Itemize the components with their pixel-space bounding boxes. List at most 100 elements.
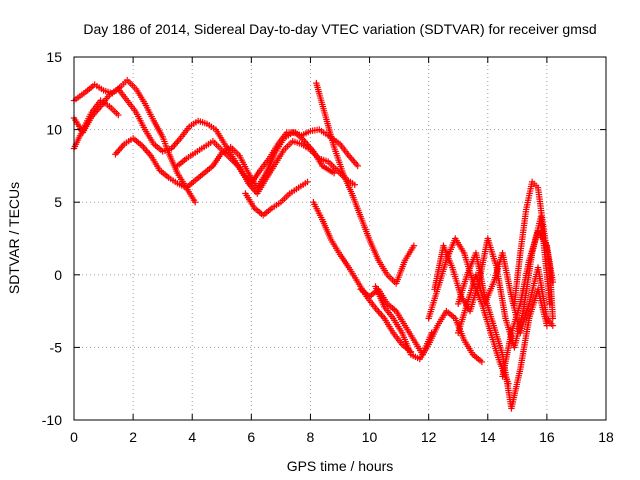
data-point-trail [133,111,148,131]
data-point-trail [90,99,103,114]
data-point-trail [158,168,171,180]
data-point-trail [167,175,179,186]
y-tick-label: 5 [54,194,62,210]
data-point-trail [282,130,294,141]
data-point-trail [297,180,309,190]
data-point-trail [526,230,541,262]
data-point-trail [426,288,441,320]
chart-title: Day 186 of 2014, Sidereal Day-to-day VTE… [83,21,596,37]
y-tick-label: -10 [42,412,62,428]
data-point-trail [403,244,416,262]
data-point-trail [394,309,407,327]
data-point-trail [102,87,114,96]
data-point-trail [271,200,282,210]
data-point-trail [143,128,156,146]
data-point-trail [134,87,147,105]
data-point-trail [482,281,497,305]
data-point-trail [148,154,162,172]
data-point-trail [471,352,484,364]
data-point-trail [131,136,144,148]
data-point-trail [455,273,470,305]
data-point-trail [142,102,156,122]
data-point-trail [488,331,503,363]
data-point-trail [517,317,532,371]
data-point-trail [376,259,390,276]
data-point [549,315,556,322]
series-arc-14 [455,249,556,337]
data-point-trail [123,136,135,146]
data-point [478,358,486,366]
data-point-trail [291,130,303,138]
data-point [543,322,551,329]
data-point-trail [329,238,342,256]
data-point [115,111,122,119]
data-point-trail [125,78,138,91]
series-arc-15 [499,228,556,380]
data-point-trail [535,266,550,320]
data-point-trail [213,128,227,146]
data-point-trail [237,166,251,185]
data-point-trail [288,185,300,196]
data-point-trail [358,215,372,242]
data-point-trail [321,163,336,176]
data-points [70,77,556,412]
x-tick-label: 4 [188,429,196,445]
data-point-trail [84,82,97,94]
data-point-trail [211,139,224,152]
data-point-trail [399,331,414,356]
data-point-trail [517,259,532,305]
data-point-trail [203,139,214,149]
data-point-trail [338,142,351,157]
data-point-trail [479,302,494,334]
data-point-trail [184,186,198,204]
data-point-trail [108,104,120,117]
y-tick-label: -5 [50,339,63,355]
data-point-trail [140,144,153,158]
data-point-trail [391,331,404,346]
series-arc-8 [313,79,418,287]
x-tick-label: 10 [362,429,378,445]
data-point-trail [261,206,274,218]
data-point-trail [113,142,126,156]
data-point-trail [206,122,217,132]
grid-lines [74,57,606,420]
data-point-trail [499,251,515,298]
data-point-trail [161,146,173,154]
data-point-trail [300,128,312,138]
data-point-trail [499,331,515,378]
data-point [410,242,418,249]
data-point-trail [185,151,197,161]
series-arc-16 [511,178,556,322]
data-point-trail [491,324,506,356]
data-point-trail [184,178,197,190]
data-point-trail [252,206,265,218]
data-point-trail [178,125,191,140]
series-arc-6 [242,178,311,219]
data-point [354,162,361,170]
y-tick-label: 10 [46,122,62,138]
data-point-trail [367,238,381,262]
data-point-trail [403,324,416,342]
data-point-trail [376,288,390,305]
data-point-trail [346,266,360,284]
data-point-trail [511,252,524,305]
data-point-trail [545,316,555,328]
y-tick-label: 0 [54,267,62,283]
data-point [549,322,556,329]
data-point-trail [441,244,455,269]
data-point-trail [485,237,500,269]
data-point-trail [279,192,292,204]
data-point-trail [319,218,334,242]
x-tick-label: 0 [70,429,78,445]
data-point-trail [523,180,535,211]
data-point-trail [318,127,330,138]
data-point-trail [508,302,523,334]
data-point-trail [169,136,183,150]
x-tick-label: 12 [421,429,437,445]
data-point-trail [444,309,457,321]
data-point-trail [72,90,88,103]
data-point-trail [125,99,138,114]
data-point-trail [108,87,120,97]
data-point [351,181,358,188]
series-arc-7 [310,199,415,355]
